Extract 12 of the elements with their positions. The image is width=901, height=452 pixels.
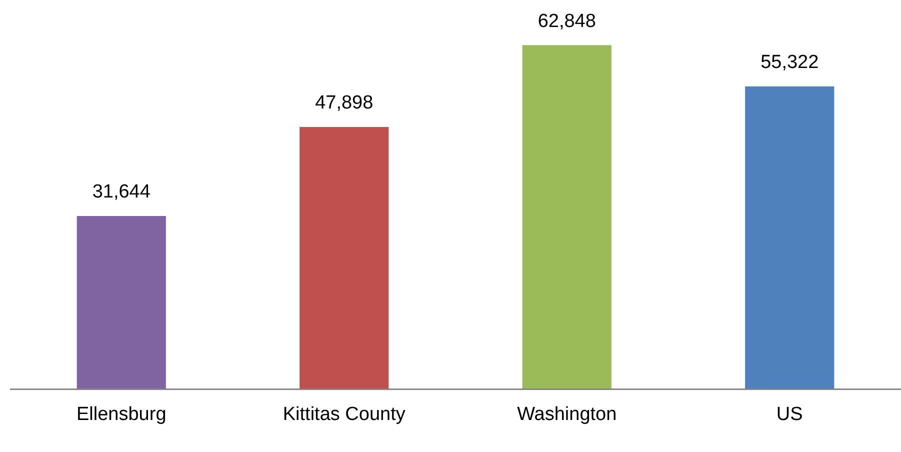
x-tick-label: Kittitas County <box>282 404 406 425</box>
bar <box>300 126 389 390</box>
x-tick-label: Washington <box>517 404 617 425</box>
data-label: 55,322 <box>760 52 819 74</box>
x-tick-label: Ellensburg <box>76 404 166 425</box>
data-label: 31,644 <box>92 182 151 203</box>
data-label: 47,898 <box>315 92 374 114</box>
bar <box>745 86 834 390</box>
bar <box>522 45 612 390</box>
x-tick-label: US <box>776 404 803 425</box>
bar <box>76 216 166 390</box>
data-label: 62,848 <box>538 10 596 32</box>
